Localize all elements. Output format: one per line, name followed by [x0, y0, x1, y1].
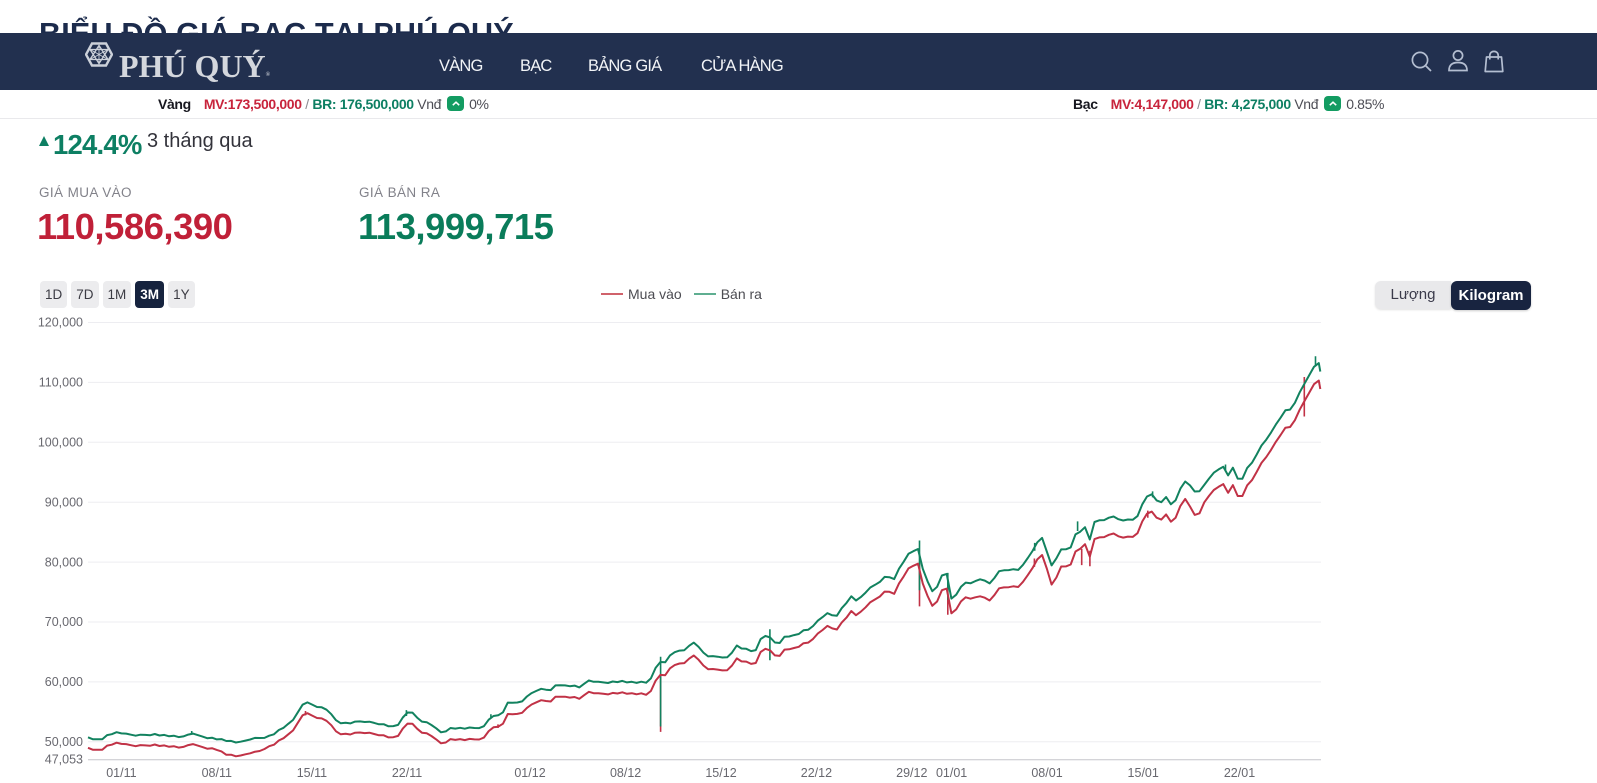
svg-text:120,000: 120,000	[38, 316, 83, 330]
svg-text:50,000: 50,000	[45, 735, 83, 749]
svg-text:100,000: 100,000	[38, 436, 83, 450]
svg-text:15/01: 15/01	[1128, 766, 1159, 780]
svg-text:22/01: 22/01	[1224, 766, 1255, 780]
svg-text:15/11: 15/11	[297, 766, 327, 780]
svg-text:22/11: 22/11	[392, 766, 422, 780]
svg-text:01/11: 01/11	[106, 766, 136, 780]
svg-text:15/12: 15/12	[705, 766, 736, 780]
svg-text:08/01: 08/01	[1031, 766, 1062, 780]
svg-text:08/12: 08/12	[610, 766, 641, 780]
svg-text:60,000: 60,000	[45, 675, 83, 689]
svg-text:80,000: 80,000	[45, 555, 83, 569]
svg-text:22/12: 22/12	[801, 766, 832, 780]
svg-text:08/11: 08/11	[202, 766, 232, 780]
svg-text:90,000: 90,000	[45, 495, 83, 509]
svg-text:47,053: 47,053	[45, 753, 83, 767]
svg-text:01/01: 01/01	[936, 766, 967, 780]
svg-text:01/12: 01/12	[514, 766, 545, 780]
svg-text:70,000: 70,000	[45, 615, 83, 629]
svg-text:110,000: 110,000	[39, 376, 83, 390]
svg-text:29/12: 29/12	[896, 766, 927, 780]
